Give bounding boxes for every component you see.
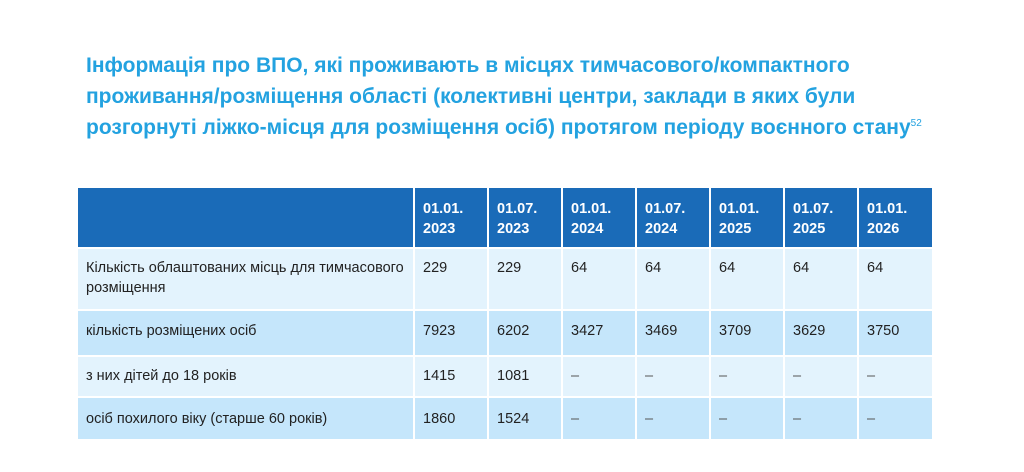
- table-cell: 64: [635, 247, 710, 310]
- footnote-ref: 52: [910, 118, 922, 129]
- table-cell: 64: [857, 247, 932, 310]
- table-cell: 1524: [487, 396, 562, 439]
- table-cell: –: [709, 355, 784, 397]
- vpo-table: 01.01. 2023 01.07. 2023 01.01. 2024 01.0…: [78, 188, 932, 439]
- table-cell: 1081: [487, 355, 562, 397]
- title-text: Інформація про ВПО, які проживають в міс…: [86, 54, 911, 139]
- table-cell: 3427: [561, 309, 636, 356]
- table-cell: –: [783, 396, 858, 439]
- header-date: 01.07. 2024: [635, 188, 710, 248]
- table-cell: 64: [709, 247, 784, 310]
- table-cell: 229: [487, 247, 562, 310]
- table-cell: –: [635, 396, 710, 439]
- table-cell: –: [635, 355, 710, 397]
- table-cell: 3709: [709, 309, 784, 356]
- table-cell: –: [561, 355, 636, 397]
- table-row: осіб похилого віку (старше 60 років) 186…: [78, 396, 932, 439]
- table-header-row: 01.01. 2023 01.07. 2023 01.01. 2024 01.0…: [78, 188, 932, 248]
- table-cell: –: [709, 396, 784, 439]
- header-date: 01.01. 2024: [561, 188, 636, 248]
- table-cell: 64: [561, 247, 636, 310]
- header-date: 01.01. 2023: [413, 188, 488, 248]
- table-cell: 3469: [635, 309, 710, 356]
- header-empty: [78, 188, 414, 248]
- row-label: кількість розміщених осіб: [78, 309, 414, 356]
- table-row: кількість розміщених осіб 7923 6202 3427…: [78, 309, 932, 356]
- table-cell: –: [561, 396, 636, 439]
- table-cell: 7923: [413, 309, 488, 356]
- header-date: 01.07. 2025: [783, 188, 858, 248]
- table-cell: 3629: [783, 309, 858, 356]
- row-label: осіб похилого віку (старше 60 років): [78, 396, 414, 439]
- table-row: Кількість облаштованих місць для тимчасо…: [78, 247, 932, 310]
- table-cell: –: [783, 355, 858, 397]
- table-cell: –: [857, 355, 932, 397]
- table-cell: 229: [413, 247, 488, 310]
- table-cell: 3750: [857, 309, 932, 356]
- header-date: 01.07. 2023: [487, 188, 562, 248]
- table-cell: –: [857, 396, 932, 439]
- row-label: з них дітей до 18 років: [78, 355, 414, 397]
- table-cell: 1415: [413, 355, 488, 397]
- table-row: з них дітей до 18 років 1415 1081 – – – …: [78, 355, 932, 397]
- table-cell: 6202: [487, 309, 562, 356]
- row-label: Кількість облаштованих місць для тимчасо…: [78, 247, 414, 310]
- table-cell: 1860: [413, 396, 488, 439]
- page-title: Інформація про ВПО, які проживають в міс…: [86, 50, 946, 143]
- table-cell: 64: [783, 247, 858, 310]
- header-date: 01.01. 2026: [857, 188, 932, 248]
- header-date: 01.01. 2025: [709, 188, 784, 248]
